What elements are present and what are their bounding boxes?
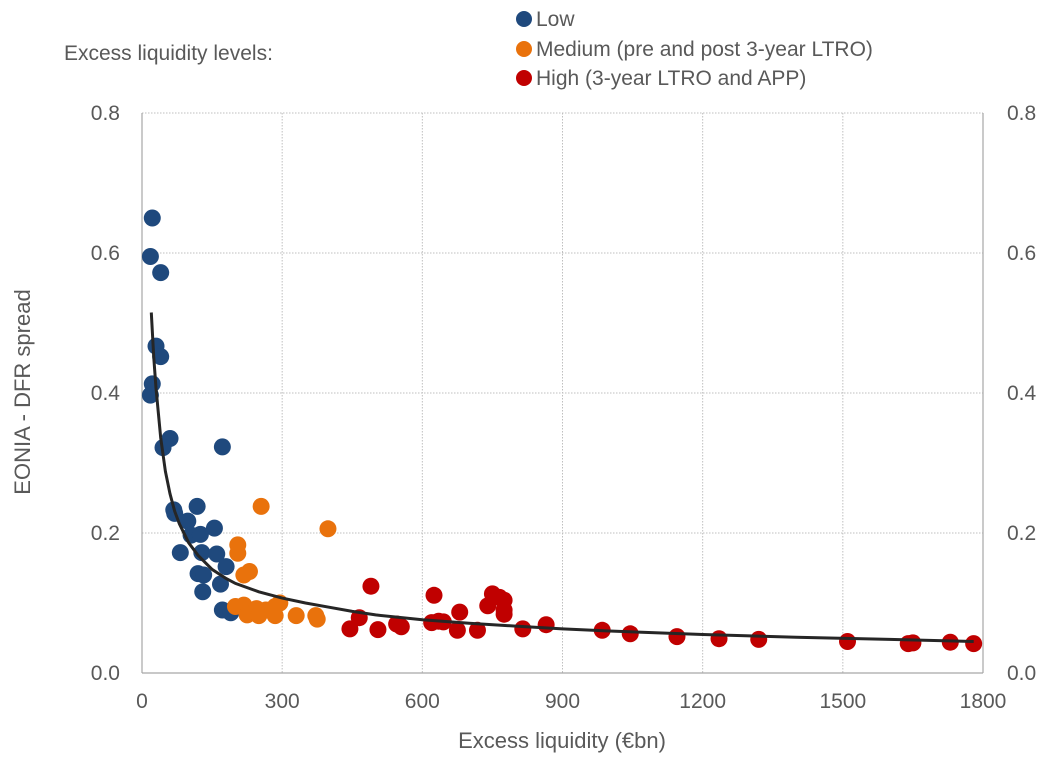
data-point-series-3: [369, 621, 387, 639]
legend: Low Medium (pre and post 3-year LTRO) High…: [516, 8, 873, 90]
data-point-series-3: [392, 618, 410, 636]
x-tick-label: 900: [545, 690, 580, 713]
y-tick-label: 0.2: [91, 522, 120, 545]
x-tick-label: 600: [405, 690, 440, 713]
data-point-series-3: [965, 635, 983, 653]
data-point-series-2: [308, 610, 326, 628]
y-tick-label: 0.4: [91, 382, 121, 405]
data-point-series-3: [904, 634, 922, 652]
data-point-series-1: [141, 386, 159, 404]
y2-tick-label: 0.8: [1007, 102, 1036, 125]
data-point-series-3: [668, 628, 686, 646]
legend-label-series-3: High (3-year LTRO and APP): [536, 67, 806, 90]
data-point-series-2: [250, 607, 268, 625]
data-point-series-1: [217, 558, 235, 576]
y-tick-label: 0.8: [91, 102, 120, 125]
data-point-series-1: [152, 264, 170, 282]
y2-tick-label: 0.2: [1007, 522, 1036, 545]
y-axis-label: EONIA - DFR spread: [10, 289, 35, 494]
data-point-series-1: [171, 544, 189, 562]
data-point-series-3: [621, 625, 639, 643]
data-point-series-1: [194, 583, 212, 601]
x-tick-label: 300: [265, 690, 300, 713]
data-point-series-3: [839, 633, 857, 650]
grid: [142, 112, 984, 673]
legend-label-series-2: Medium (pre and post 3-year LTRO): [536, 38, 873, 61]
data-point-series-1: [213, 438, 231, 456]
data-point-series-1: [208, 545, 226, 563]
data-point-series-1: [188, 497, 206, 515]
data-point-series-3: [537, 616, 555, 634]
x-tick-label: 0: [136, 690, 148, 713]
data-point-series-2: [229, 544, 247, 562]
data-point-series-3: [710, 630, 728, 648]
y2-tick-label: 0.0: [1007, 662, 1036, 685]
x-axis-label: Excess liquidity (€bn): [458, 728, 666, 753]
legend-marker-series-2: [516, 41, 532, 57]
x-tick-label: 1200: [679, 690, 726, 713]
data-point-series-3: [468, 621, 486, 639]
data-points: [141, 209, 983, 653]
data-point-series-3: [479, 597, 497, 615]
legend-marker-series-1: [516, 11, 532, 27]
trendline-layer: [149, 312, 974, 643]
data-point-series-1: [141, 248, 159, 265]
data-point-series-1: [143, 209, 161, 227]
data-point-series-1: [211, 575, 229, 593]
data-point-series-3: [750, 630, 768, 648]
data-point-series-2: [235, 566, 253, 584]
data-point-series-3: [362, 577, 380, 595]
y2-tick-label: 0.4: [1007, 382, 1037, 405]
legend-title: Excess liquidity levels:: [64, 42, 273, 65]
legend-marker-series-3: [516, 70, 532, 86]
data-point-series-2: [319, 520, 337, 538]
data-point-series-3: [514, 620, 532, 638]
y2-tick-label: 0.6: [1007, 242, 1036, 265]
data-point-series-1: [195, 566, 213, 584]
data-point-series-1: [205, 519, 223, 537]
y-tick-label: 0.0: [91, 662, 120, 685]
data-point-series-2: [287, 607, 305, 625]
data-point-series-3: [451, 603, 469, 621]
x-tick-label: 1500: [819, 690, 866, 713]
data-point-series-1: [152, 348, 170, 366]
trendline: [149, 312, 974, 643]
data-point-series-1: [179, 512, 197, 530]
data-point-series-1: [191, 525, 209, 543]
data-point-series-3: [448, 621, 466, 639]
legend-label-series-1: Low: [536, 8, 575, 31]
axes: 0 300 600 900 1200 1500 18000.00.20.40.60.80.0…: [91, 102, 1037, 713]
x-tick-label: 1800: [960, 690, 1007, 713]
data-point-series-2: [266, 607, 284, 625]
data-point-series-3: [341, 620, 359, 638]
data-point-series-2: [252, 497, 270, 515]
data-point-series-3: [495, 605, 513, 623]
y-tick-label: 0.6: [91, 242, 120, 265]
data-point-series-3: [425, 586, 443, 604]
